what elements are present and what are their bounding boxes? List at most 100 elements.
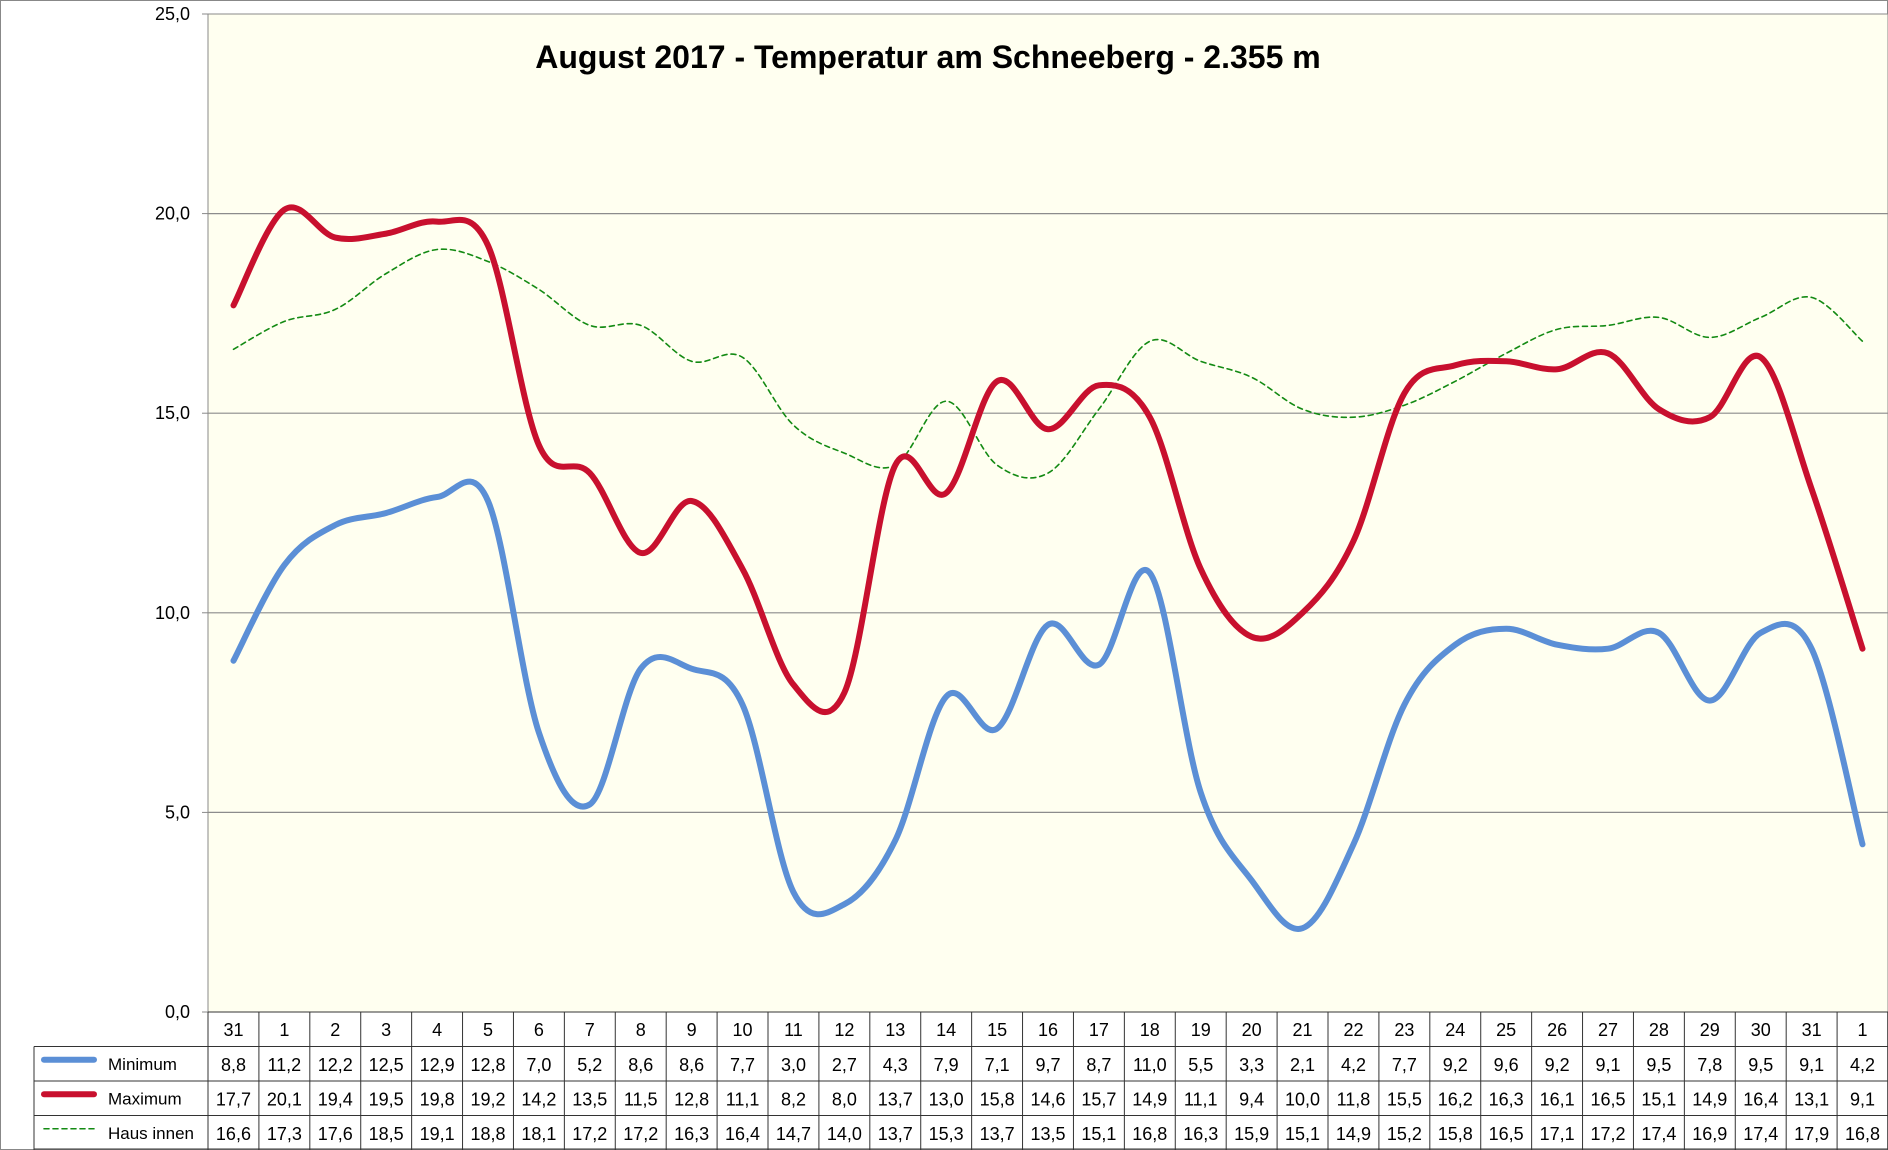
- table-value: 12,8: [674, 1089, 709, 1109]
- y-tick-label: 25,0: [155, 4, 190, 24]
- x-tick-label: 23: [1394, 1020, 1414, 1040]
- table-value: 14,6: [1030, 1089, 1065, 1109]
- table-value: 7,9: [934, 1055, 959, 1075]
- legend-label: Minimum: [108, 1055, 177, 1074]
- table-value: 15,1: [1641, 1089, 1676, 1109]
- table-value: 12,2: [318, 1055, 353, 1075]
- x-tick-label: 1: [1858, 1020, 1868, 1040]
- x-tick-label: 8: [636, 1020, 646, 1040]
- table-value: 15,8: [1438, 1124, 1473, 1144]
- x-tick-label: 21: [1293, 1020, 1313, 1040]
- x-tick-label: 6: [534, 1020, 544, 1040]
- table-value: 9,5: [1748, 1055, 1773, 1075]
- table-value: 3,3: [1239, 1055, 1264, 1075]
- table-value: 16,9: [1692, 1124, 1727, 1144]
- table-value: 16,8: [1132, 1124, 1167, 1144]
- table-value: 13,5: [1030, 1124, 1065, 1144]
- table-value: 2,1: [1290, 1055, 1315, 1075]
- table-value: 11,2: [268, 1055, 302, 1075]
- table-value: 14,9: [1336, 1124, 1371, 1144]
- gridlines: [208, 213, 1888, 814]
- table-value: 19,5: [369, 1089, 404, 1109]
- legend-label: Haus innen: [108, 1124, 194, 1143]
- x-tick-label: 31: [1802, 1020, 1822, 1040]
- table-value: 11,5: [624, 1089, 658, 1109]
- x-tick-label: 15: [987, 1020, 1007, 1040]
- table-value: 16,3: [1489, 1089, 1524, 1109]
- chart-title: August 2017 - Temperatur am Schneeberg -…: [535, 39, 1320, 75]
- table-value: 2,7: [832, 1055, 857, 1075]
- y-axis-ticks: 0,0 5,0 10,0 15,0 20,0 25,0: [155, 4, 208, 1022]
- table-value: 9,1: [1850, 1089, 1875, 1109]
- table-value: 17,2: [572, 1124, 607, 1144]
- table-value: 7,7: [730, 1055, 755, 1075]
- table-value: 14,9: [1692, 1089, 1727, 1109]
- table-value: 4,2: [1341, 1055, 1366, 1075]
- table-value: 8,2: [781, 1089, 806, 1109]
- x-tick-label: 27: [1598, 1020, 1618, 1040]
- table-value: 17,6: [318, 1124, 353, 1144]
- table-value: 9,6: [1494, 1055, 1519, 1075]
- y-tick-label: 20,0: [155, 204, 190, 224]
- table-value: 8,0: [832, 1089, 857, 1109]
- table-value: 19,2: [470, 1089, 505, 1109]
- table-value: 16,5: [1590, 1089, 1625, 1109]
- table-value: 9,1: [1799, 1055, 1824, 1075]
- table-value: 17,7: [216, 1089, 251, 1109]
- table-value: 9,2: [1545, 1055, 1570, 1075]
- table-value: 18,5: [369, 1124, 404, 1144]
- table-value: 17,9: [1794, 1124, 1829, 1144]
- table-value: 17,4: [1641, 1124, 1676, 1144]
- data-table: 31 1 2 3 4 5 6 7 8 9 10 11 12 13 14 15 16 17 18 19 20 21 22 23 2…: [33, 1011, 1888, 1150]
- table-value: 20,1: [267, 1089, 302, 1109]
- table-value: 11,1: [726, 1089, 760, 1109]
- table-value: 15,9: [1234, 1124, 1269, 1144]
- table-value: 14,7: [776, 1124, 811, 1144]
- table-value: 7,1: [985, 1055, 1010, 1075]
- table-value: 11,0: [1133, 1055, 1167, 1075]
- table-value: 17,3: [267, 1124, 302, 1144]
- x-tick-label: 11: [784, 1020, 803, 1040]
- table-value: 12,5: [369, 1055, 404, 1075]
- table-value: 8,7: [1086, 1055, 1111, 1075]
- table-value: 17,1: [1540, 1124, 1575, 1144]
- table-value: 13,7: [878, 1089, 913, 1109]
- y-tick-label: 0,0: [165, 1002, 190, 1022]
- table-value: 9,2: [1443, 1055, 1468, 1075]
- x-tick-label: 25: [1496, 1020, 1516, 1040]
- table-value: 9,7: [1035, 1055, 1060, 1075]
- table-value: 16,1: [1540, 1089, 1575, 1109]
- table-value: 18,1: [521, 1124, 556, 1144]
- y-tick-label: 10,0: [155, 603, 190, 623]
- table-value: 16,4: [725, 1124, 760, 1144]
- table-value: 13,0: [929, 1089, 964, 1109]
- table-value: 16,4: [1743, 1089, 1778, 1109]
- table-value: 15,2: [1387, 1124, 1422, 1144]
- x-tick-label: 18: [1140, 1020, 1160, 1040]
- x-tick-label: 14: [936, 1020, 956, 1040]
- x-tick-label: 16: [1038, 1020, 1058, 1040]
- table-value: 15,1: [1285, 1124, 1320, 1144]
- x-tick-label: 17: [1089, 1020, 1109, 1040]
- table-value: 16,8: [1845, 1124, 1880, 1144]
- table-value: 11,1: [1184, 1089, 1218, 1109]
- x-tick-label: 7: [585, 1020, 595, 1040]
- table-value: 9,5: [1646, 1055, 1671, 1075]
- table-value: 9,1: [1595, 1055, 1620, 1075]
- table-value: 4,3: [883, 1055, 908, 1075]
- table-value: 3,0: [781, 1055, 806, 1075]
- table-value: 12,9: [420, 1055, 455, 1075]
- table-value: 16,5: [1489, 1124, 1524, 1144]
- series-line-maximum: [230, 204, 1866, 715]
- x-tick-label: 9: [687, 1020, 697, 1040]
- x-tick-label: 22: [1343, 1020, 1363, 1040]
- x-tick-label: 4: [432, 1020, 442, 1040]
- x-tick-label: 12: [834, 1020, 854, 1040]
- table-value: 14,0: [827, 1124, 862, 1144]
- y-tick-label: 15,0: [155, 403, 190, 423]
- table-value: 12,8: [470, 1055, 505, 1075]
- table-value: 4,2: [1850, 1055, 1875, 1075]
- x-tick-label: 26: [1547, 1020, 1567, 1040]
- table-value: 9,4: [1239, 1089, 1264, 1109]
